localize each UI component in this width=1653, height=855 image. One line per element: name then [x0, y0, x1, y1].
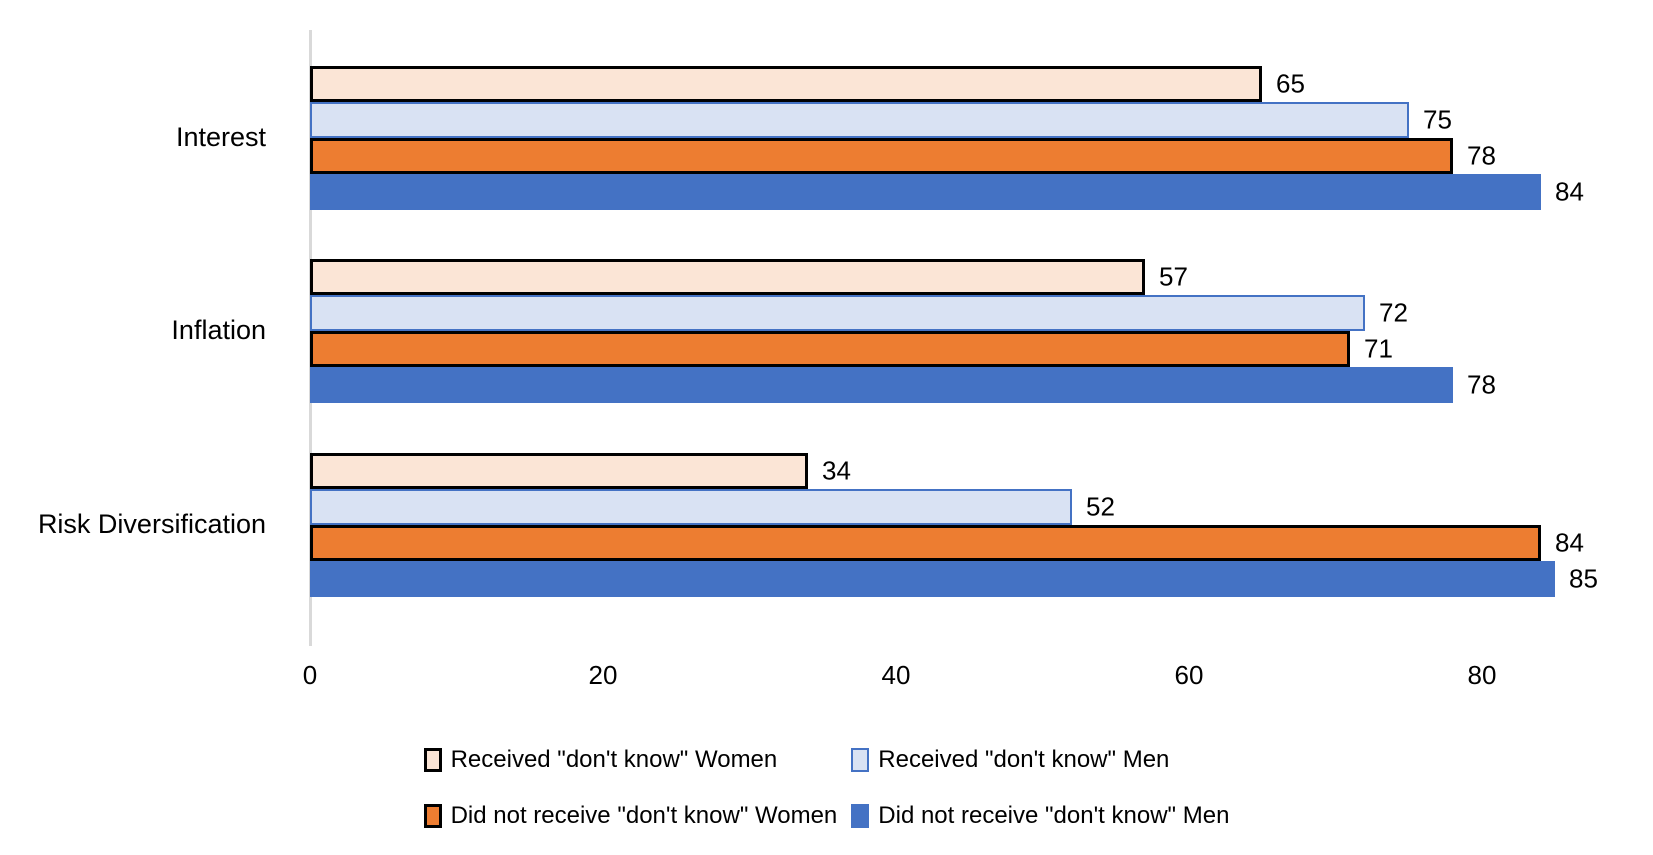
bar-row: 78	[310, 137, 1653, 174]
bar-row: 84	[310, 173, 1653, 210]
bar-groups: Interest 65 75 78 84 Inflation 57 72 71 78 Risk Di…	[0, 16, 1653, 646]
x-axis-tick-label: 60	[1174, 660, 1204, 690]
bar-series-3	[310, 367, 1453, 403]
bars-area: 34 52 84 85	[310, 452, 1653, 597]
bar-value-label: 84	[1555, 527, 1584, 557]
x-axis-tick-label: 80	[1467, 660, 1497, 690]
legend-swatch-icon	[851, 748, 870, 772]
legend-item: Did not receive "don't know" Men	[851, 802, 1229, 830]
bar-value-label: 75	[1423, 104, 1452, 134]
bar-series-1	[310, 295, 1365, 331]
bar-value-label: 71	[1364, 333, 1393, 364]
bar-row: 57	[310, 259, 1653, 295]
bar-row: 34	[310, 452, 1653, 489]
bar-value-label: 52	[1086, 491, 1115, 521]
x-axis-tick-label: 0	[302, 660, 318, 690]
bar-row: 71	[310, 331, 1653, 367]
legend-item: Received "don't know" Men	[851, 746, 1229, 774]
bar-value-label: 34	[822, 455, 851, 485]
legend-item-label: Received "don't know" Women	[450, 746, 778, 773]
bar-row: 85	[310, 560, 1653, 597]
legend-item-label: Did not receive "don't know" Women	[450, 802, 838, 829]
x-axis-tick-label: 20	[588, 660, 618, 690]
bar-value-label: 57	[1159, 261, 1188, 292]
legend-item: Did not receive "don't know" Women	[423, 802, 838, 830]
category-label: Inflation	[171, 315, 266, 346]
bar-series-0	[310, 65, 1262, 102]
legend-item-label: Received "don't know" Men	[878, 746, 1170, 773]
bar-series-3	[310, 173, 1541, 210]
bar-series-0	[310, 259, 1145, 295]
bar-series-1	[310, 101, 1409, 138]
bar-series-2	[310, 137, 1453, 174]
bars-area: 65 75 78 84	[310, 65, 1653, 210]
bar-series-0	[310, 452, 808, 489]
bar-row: 84	[310, 524, 1653, 561]
category-group: Inflation 57 72 71 78	[0, 259, 1653, 403]
x-axis-tick-label: 40	[881, 660, 911, 690]
bar-row: 65	[310, 65, 1653, 102]
bar-row: 78	[310, 367, 1653, 403]
legend-item-label: Did not receive "don't know" Men	[878, 802, 1230, 829]
bar-value-label: 84	[1555, 176, 1584, 206]
x-axis: 0 20 40 60 80	[303, 652, 1653, 704]
bars-area: 57 72 71 78	[310, 259, 1653, 403]
category-group: Risk Diversification 34 52 84 85	[0, 452, 1653, 597]
bar-value-label: 78	[1467, 140, 1496, 170]
category-group: Interest 65 75 78 84	[0, 65, 1653, 210]
bar-series-2	[310, 331, 1350, 367]
bar-row: 72	[310, 295, 1653, 331]
bar-value-label: 65	[1276, 68, 1305, 98]
bar-series-1	[310, 488, 1072, 525]
bar-value-label: 85	[1569, 563, 1598, 593]
bar-series-2	[310, 524, 1541, 561]
category-label: Risk Diversification	[37, 508, 266, 539]
legend-swatch-icon	[423, 748, 442, 772]
legend-swatch-icon	[851, 804, 870, 828]
legend-swatch-icon	[423, 804, 442, 828]
bar-row: 75	[310, 101, 1653, 138]
bar-row: 52	[310, 488, 1653, 525]
bar-value-label: 78	[1467, 369, 1496, 400]
legend: Received "don't know" Women Received "don…	[0, 746, 1653, 830]
category-label: Interest	[175, 121, 266, 152]
plot-area: Interest 65 75 78 84 Inflation 57 72 71 78 Risk Di…	[0, 16, 1653, 646]
bar-series-3	[310, 560, 1555, 597]
legend-item: Received "don't know" Women	[423, 746, 838, 774]
bar-value-label: 72	[1379, 297, 1408, 328]
